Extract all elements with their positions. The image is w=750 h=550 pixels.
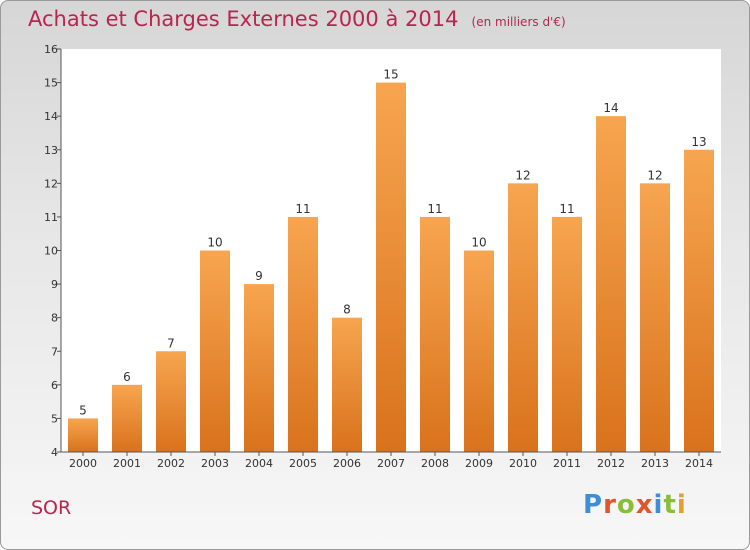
logo-letter: i	[653, 490, 664, 520]
bar-2007	[376, 82, 406, 452]
x-tick-label-2009: 2009	[465, 457, 493, 470]
y-tick-label-9: 9	[51, 278, 58, 291]
x-tick-label-2011: 2011	[553, 457, 581, 470]
y-tick-label-8: 8	[51, 312, 58, 325]
x-tick-label-2005: 2005	[289, 457, 317, 470]
logo-letter: P	[583, 490, 604, 520]
x-tick-label-2007: 2007	[377, 457, 405, 470]
bar-2011	[552, 216, 582, 452]
data-label-2005: 11	[295, 202, 310, 216]
data-label-2012: 14	[603, 101, 618, 115]
logo-letter: x	[635, 490, 654, 520]
y-tick-label-7: 7	[51, 345, 58, 358]
y-tick-label-11: 11	[44, 211, 58, 224]
x-tick-label-2006: 2006	[333, 457, 361, 470]
data-label-2011: 11	[559, 202, 574, 216]
data-label-2009: 10	[471, 236, 486, 250]
data-label-2004: 9	[255, 269, 263, 283]
bar-2003	[200, 250, 230, 452]
data-label-2013: 12	[647, 168, 662, 182]
proxiti-logo: Proxiti	[583, 490, 687, 520]
chart-title-row: Achats et Charges Externes 2000 à 2014 (…	[28, 7, 566, 31]
bar-2000	[68, 418, 98, 452]
bar-2005	[288, 216, 318, 452]
y-tick-label-15: 15	[44, 77, 58, 90]
logo-letter: r	[603, 490, 617, 520]
bar-2014	[684, 149, 714, 452]
x-tick-label-2014: 2014	[685, 457, 713, 470]
x-tick-label-2010: 2010	[509, 457, 537, 470]
x-tick-label-2008: 2008	[421, 457, 449, 470]
y-tick-label-4: 4	[51, 446, 58, 459]
x-tick-label-2013: 2013	[641, 457, 669, 470]
data-label-2007: 15	[383, 68, 398, 82]
y-tick-label-6: 6	[51, 379, 58, 392]
x-tick-label-2004: 2004	[245, 457, 273, 470]
y-tick-label-14: 14	[44, 110, 58, 123]
y-tick-label-16: 16	[44, 43, 58, 56]
logo-letter: t	[663, 490, 677, 520]
x-tick-label-2012: 2012	[597, 457, 625, 470]
bar-2010	[508, 183, 538, 453]
y-tick-label-5: 5	[51, 412, 58, 425]
logo-letter: o	[616, 490, 636, 520]
bar-2006	[332, 317, 362, 452]
data-label-2008: 11	[427, 202, 442, 216]
bar-2012	[596, 116, 626, 453]
bar-2009	[464, 250, 494, 452]
y-tick-label-10: 10	[44, 245, 58, 258]
y-tick-label-13: 13	[44, 144, 58, 157]
commune-name: SOR	[31, 497, 72, 519]
bar-2008	[420, 216, 450, 452]
x-tick-label-2003: 2003	[201, 457, 229, 470]
data-label-2001: 6	[123, 370, 131, 384]
chart-title: Achats et Charges Externes 2000 à 2014	[28, 7, 459, 31]
bar-2001	[112, 384, 142, 452]
logo-letter: i	[676, 490, 687, 520]
data-label-2010: 12	[515, 168, 530, 182]
bar-2013	[640, 183, 670, 453]
data-label-2006: 8	[343, 303, 351, 317]
x-tick-label-2001: 2001	[113, 457, 141, 470]
y-tick-label-12: 12	[44, 177, 58, 190]
bar-2002	[156, 351, 186, 452]
x-tick-label-2002: 2002	[157, 457, 185, 470]
bar-2004	[244, 284, 274, 452]
x-tick-label-2000: 2000	[69, 457, 97, 470]
data-label-2000: 5	[79, 403, 87, 417]
data-label-2002: 7	[167, 336, 175, 350]
data-label-2003: 10	[207, 236, 222, 250]
data-label-2014: 13	[691, 135, 706, 149]
chart-unit-note: (en milliers d'€)	[471, 15, 566, 29]
